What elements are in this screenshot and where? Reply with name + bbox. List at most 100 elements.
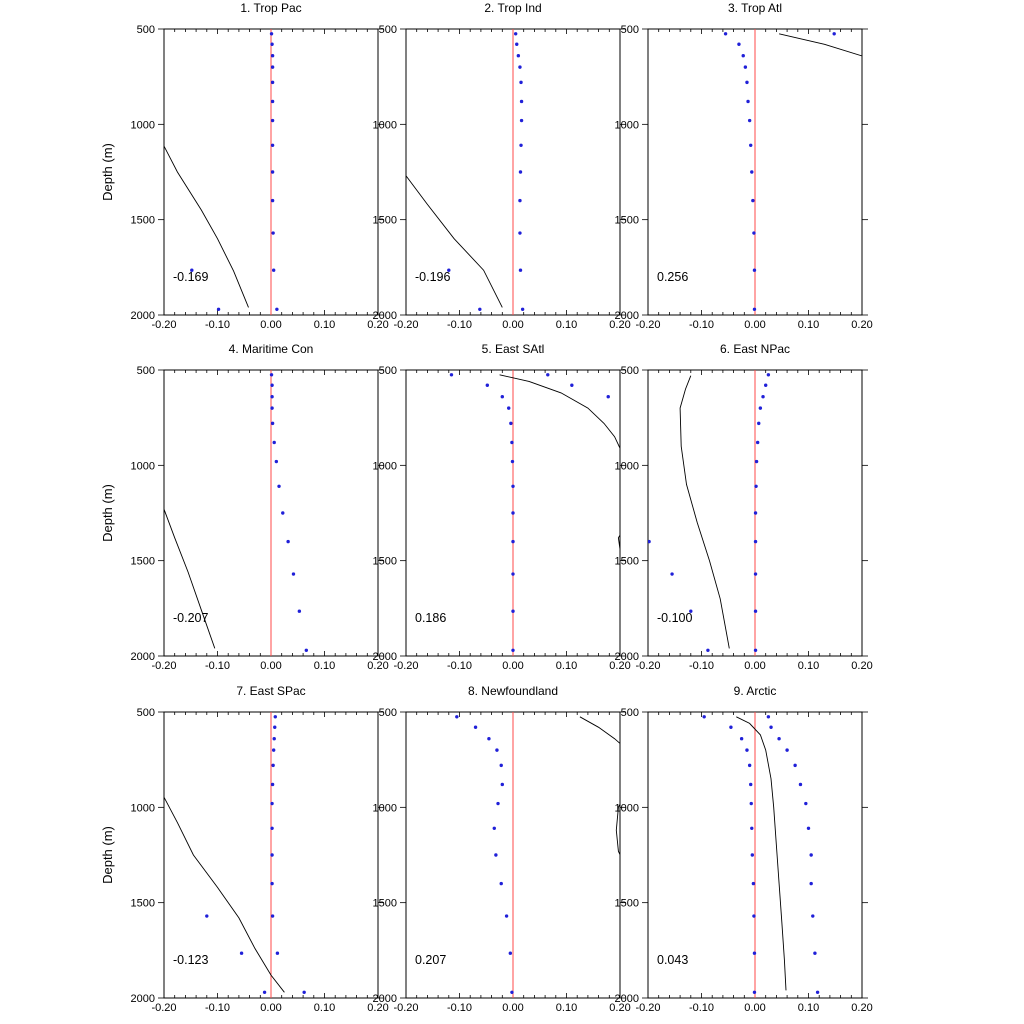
y-tick-label: 2000 — [373, 993, 397, 1005]
y-tick-label: 500 — [621, 24, 639, 36]
data-point — [511, 572, 515, 576]
x-tick-label: 0.10 — [798, 319, 819, 331]
y-tick-label: 1500 — [615, 898, 639, 910]
profile-curve — [579, 716, 620, 856]
data-point — [648, 539, 651, 544]
panel-title: 6. East NPac — [720, 342, 790, 356]
x-tick-label: 0.10 — [314, 660, 335, 672]
data-point — [269, 32, 274, 36]
data-point — [495, 748, 499, 752]
data-point — [798, 782, 803, 787]
x-tick-label: 0.10 — [314, 1002, 335, 1014]
panel-9: 9. Arctic -0.20 -0.10 0.00 0.10 0.20 500 1000 15… — [615, 684, 873, 1014]
x-tick-label: 0.00 — [744, 319, 765, 331]
y-tick-label: 1500 — [615, 215, 639, 227]
data-point — [277, 484, 281, 489]
x-tick-label: -0.20 — [393, 319, 418, 331]
y-tick-label: 500 — [379, 24, 397, 36]
x-tick-label: -0.10 — [205, 1002, 230, 1014]
data-point — [271, 748, 276, 752]
y-tick-label: 2000 — [615, 993, 639, 1005]
x-tick-label: 0.00 — [260, 1002, 281, 1014]
data-point — [737, 42, 741, 46]
y-axis-label: Depth (m) — [100, 143, 115, 201]
data-point — [723, 32, 728, 36]
data-point — [511, 648, 515, 652]
data-point — [753, 609, 758, 613]
x-tick-label: 0.20 — [609, 660, 630, 672]
data-point — [473, 725, 478, 729]
data-point — [750, 853, 755, 857]
panel-title: 9. Arctic — [734, 684, 777, 698]
data-point — [519, 80, 523, 85]
y-tick-label: 2000 — [373, 651, 397, 663]
data-point — [511, 484, 515, 489]
data-point — [546, 373, 550, 377]
correlation-value: 0.256 — [657, 270, 688, 284]
data-point — [270, 42, 274, 46]
data-point — [745, 748, 749, 752]
data-point — [518, 65, 522, 69]
x-tick-label: 0.00 — [744, 660, 765, 672]
y-tick-label: 2000 — [373, 310, 397, 322]
data-point — [270, 118, 275, 123]
x-tick-label: -0.10 — [205, 319, 230, 331]
y-tick-label: 1500 — [373, 215, 397, 227]
data-point — [752, 914, 756, 918]
y-tick-label: 500 — [379, 365, 397, 377]
data-point — [518, 170, 523, 174]
data-point — [520, 307, 525, 311]
data-point — [519, 118, 524, 123]
data-point — [270, 406, 274, 410]
data-point — [752, 951, 757, 955]
data-point — [745, 80, 749, 85]
data-point — [753, 539, 758, 544]
data-point — [455, 715, 459, 719]
x-tick-label: 0.10 — [556, 1002, 577, 1014]
data-point — [270, 394, 274, 399]
profile-curve — [679, 375, 730, 649]
data-point — [500, 782, 504, 787]
y-tick-label: 2000 — [131, 651, 155, 663]
data-point — [751, 198, 755, 203]
data-point — [272, 736, 276, 741]
data-point — [809, 853, 813, 857]
x-tick-label: 0.00 — [502, 660, 523, 672]
data-point — [753, 511, 758, 515]
y-tick-label: 1500 — [131, 215, 155, 227]
y-tick-label: 2000 — [615, 310, 639, 322]
data-point — [513, 32, 518, 36]
data-point — [777, 736, 781, 741]
x-tick-label: 0.20 — [367, 660, 388, 672]
data-point — [500, 394, 504, 399]
x-tick-label: -0.20 — [151, 1002, 176, 1014]
data-point — [270, 826, 274, 831]
correlation-value: -0.207 — [173, 611, 208, 625]
panel-title: 8. Newfoundland — [468, 684, 558, 698]
data-point — [270, 198, 275, 203]
data-point — [793, 763, 797, 768]
correlation-value: 0.186 — [415, 611, 446, 625]
x-tick-label: -0.10 — [205, 660, 230, 672]
data-point — [729, 725, 733, 729]
data-point — [804, 801, 808, 806]
x-tick-label: 0.00 — [260, 319, 281, 331]
data-point — [274, 459, 279, 464]
x-tick-label: 0.20 — [367, 319, 388, 331]
y-tick-label: 1500 — [373, 898, 397, 910]
data-point — [706, 648, 710, 652]
data-point — [272, 440, 276, 445]
data-point — [510, 459, 515, 464]
y-tick-label: 2000 — [131, 993, 155, 1005]
profile-curve — [499, 374, 620, 551]
data-point — [504, 914, 509, 918]
x-tick-label: -0.20 — [151, 319, 176, 331]
data-point — [478, 307, 482, 311]
y-axis-label: Depth (m) — [100, 826, 115, 884]
x-tick-label: 0.20 — [851, 319, 872, 331]
data-point — [270, 80, 275, 85]
data-point — [758, 406, 763, 410]
panel-6: 6. East NPac -0.20 -0.10 0.00 0.10 0.20 500 100… — [615, 342, 873, 672]
data-point — [749, 782, 753, 787]
